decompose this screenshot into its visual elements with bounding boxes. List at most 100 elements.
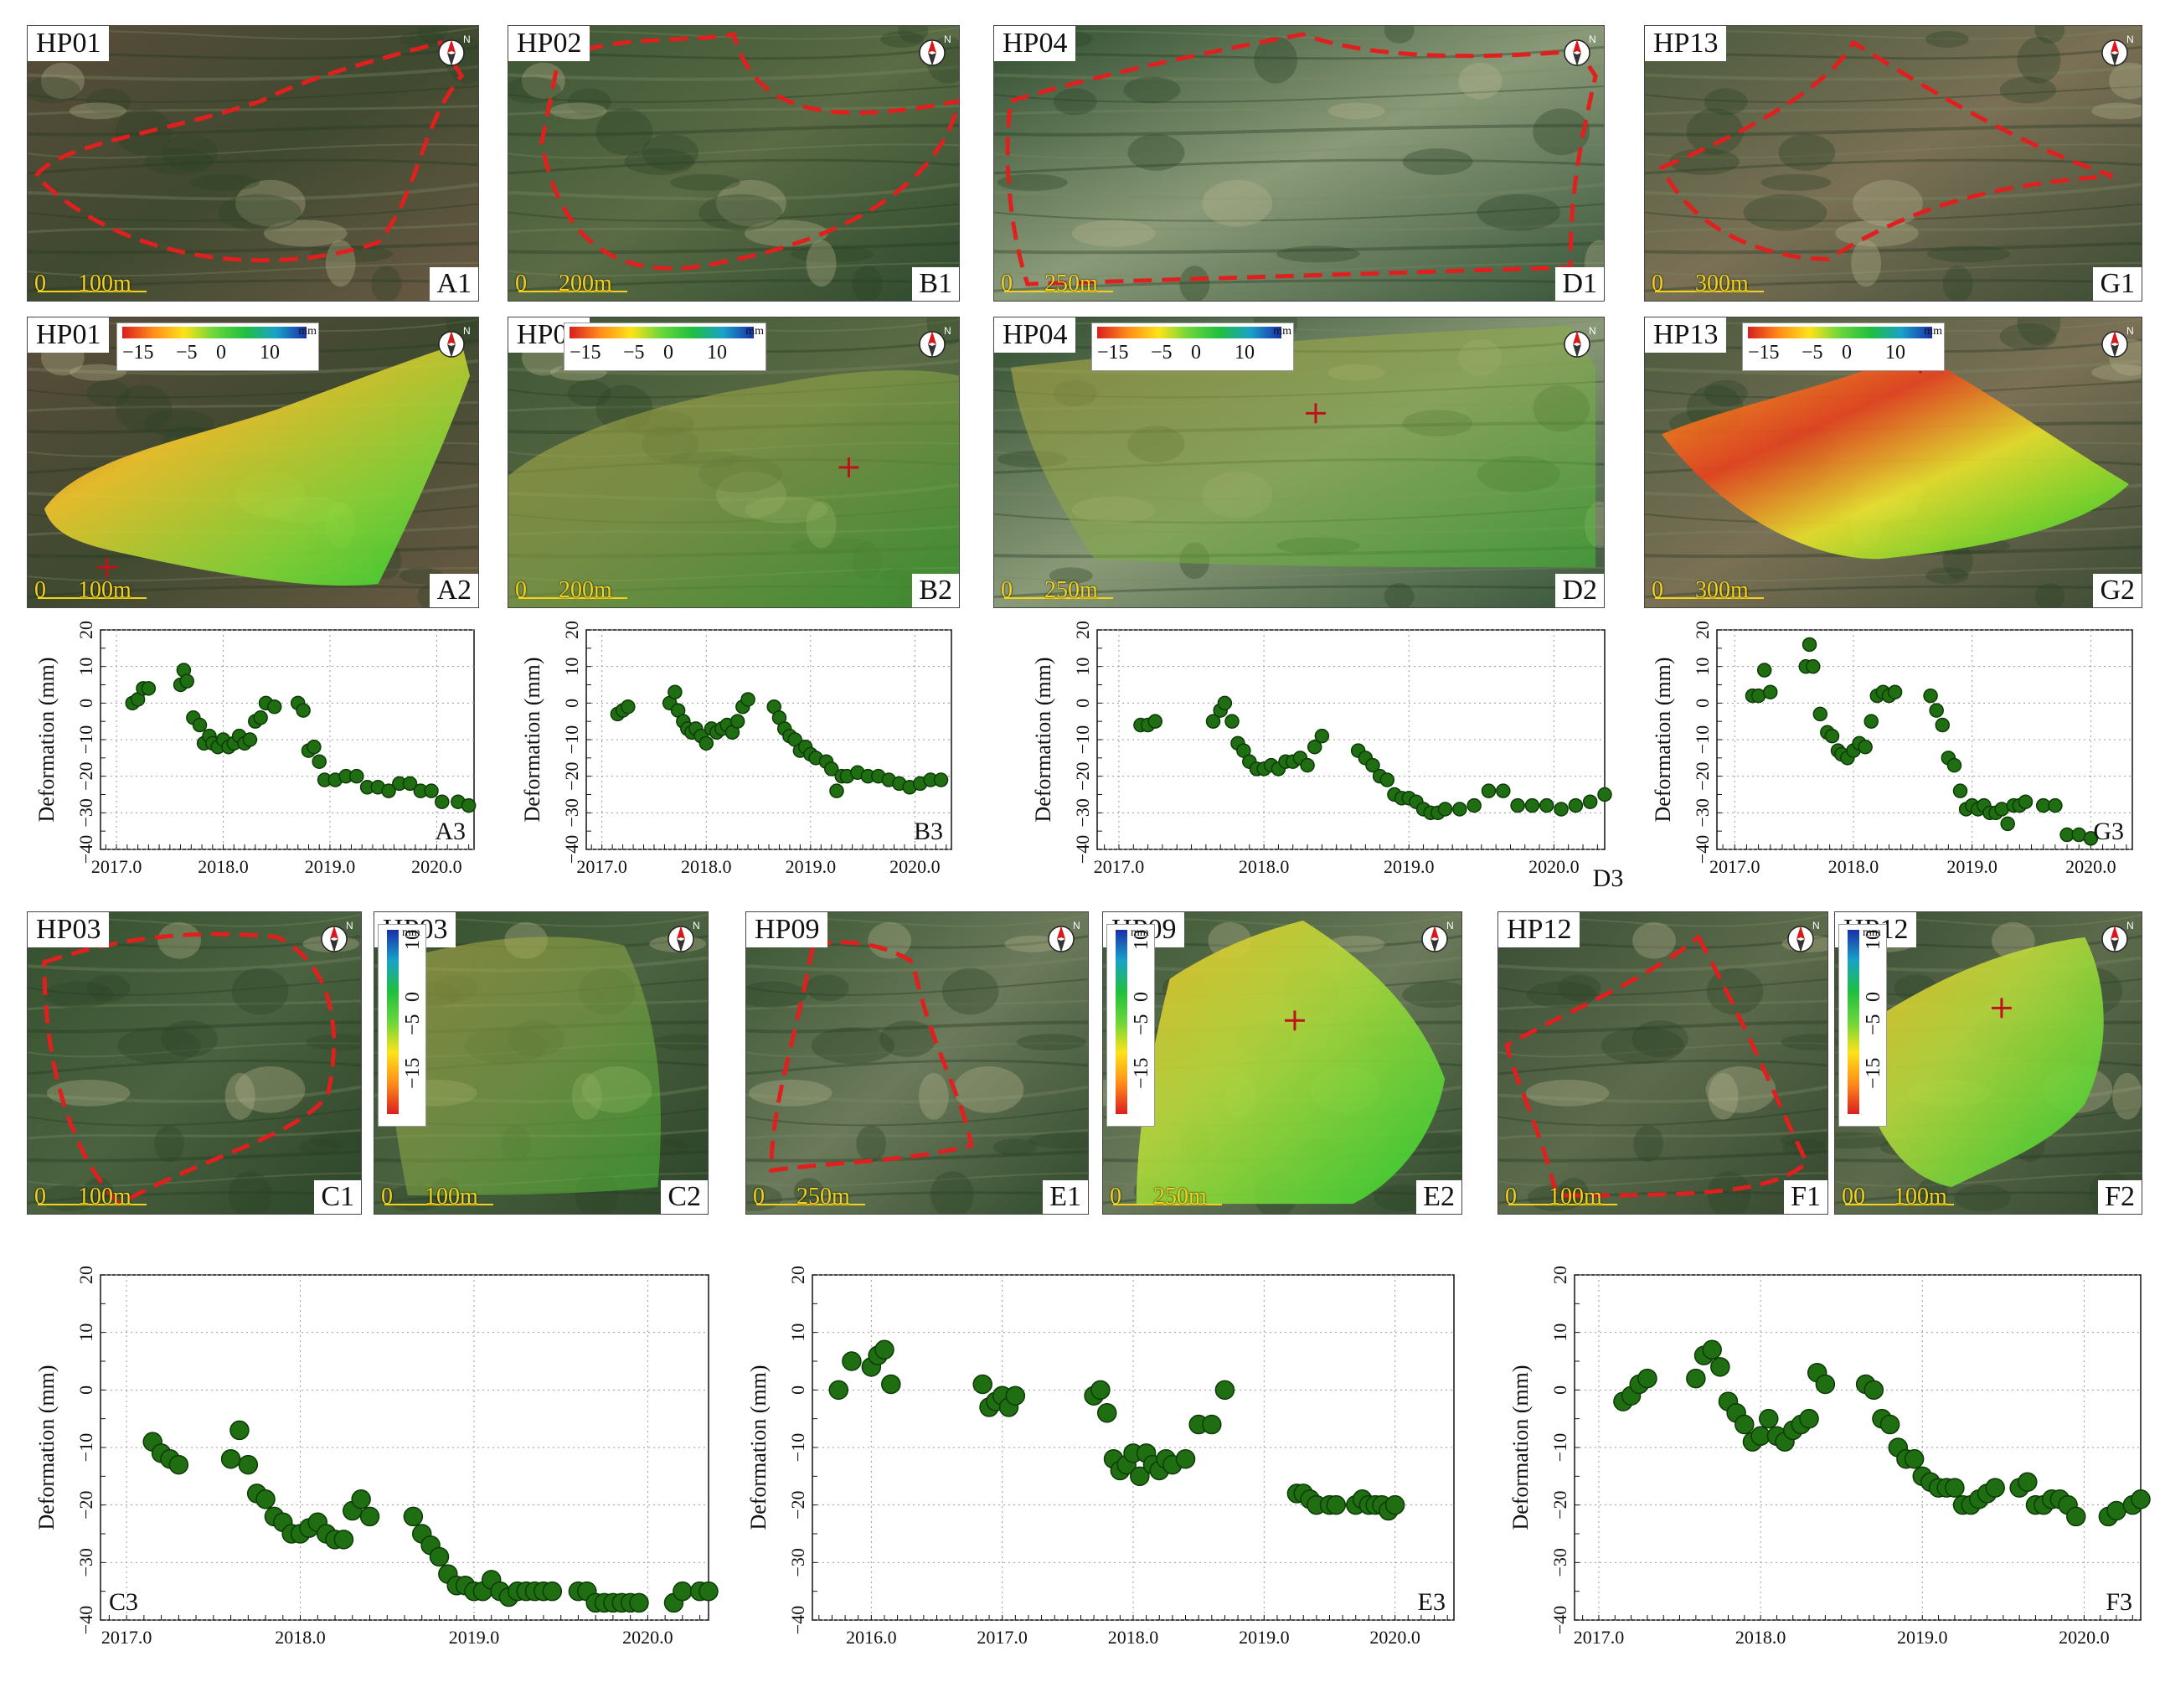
data-point: [296, 703, 311, 718]
terrain-ridge: [746, 1020, 1088, 1034]
y-tick-label: −20: [561, 761, 582, 790]
data-point: [312, 754, 327, 769]
svg-text:N: N: [2126, 34, 2134, 45]
imagery-G2: [1645, 317, 2142, 607]
terrain-ridge: [746, 1042, 1088, 1058]
data-point: [2018, 1472, 2038, 1492]
data-point: [429, 1546, 450, 1567]
terrain-ridge: [28, 279, 478, 292]
terrain-ridge: [28, 585, 478, 599]
terrain-ridge: [28, 158, 478, 175]
data-point: [253, 710, 268, 725]
data-point: [1452, 802, 1467, 817]
y-tick-label: −20: [787, 1490, 808, 1519]
chart-E3: 20 10 0 −10 −20 −30 −40 2016.0 2017.0 2018.0 2019.…: [729, 1265, 1466, 1667]
terrain-patch: [228, 1171, 272, 1214]
svg-text:N: N: [346, 920, 353, 931]
terrain-ridge: [746, 978, 1088, 996]
terrain-ridge: [746, 1059, 1088, 1076]
site-label: HP09: [746, 912, 828, 947]
terrain-patch: [1743, 194, 1827, 231]
north-arrow-icon: N: [431, 323, 472, 363]
colorbar-tick: −5: [623, 342, 645, 364]
data-point: [168, 1454, 189, 1475]
scale-bar: [1655, 291, 1764, 292]
chart-D3: 20 10 0 −10 −20 −30 −40 2017.0 2018.0 2019.0 2020.…: [1013, 620, 1623, 896]
terrain-ridge: [746, 1172, 1088, 1187]
terrain-patch: [656, 1132, 708, 1149]
y-tick-label: −40: [561, 835, 582, 864]
data-point: [1510, 797, 1525, 813]
panel-A1: HP01 A1 0 100m N: [27, 25, 479, 302]
y-tick-label: −10: [1692, 725, 1713, 754]
terrain-patch: [811, 1027, 895, 1064]
terrain-ridge: [28, 65, 478, 81]
terrain-patch: [1053, 88, 1097, 116]
terrain-ridge: [28, 1149, 361, 1163]
terrain-patch: [1633, 1125, 1663, 1163]
terrain-background: [28, 912, 361, 1214]
data-point: [381, 783, 396, 798]
colorbar-tick: 10: [707, 342, 727, 364]
terrain-ridge: [994, 158, 1604, 175]
panel-E1: HP09 E1 0 250m N: [745, 911, 1089, 1215]
scale-zero: 0: [381, 1184, 393, 1210]
scale-distance: 100m: [425, 1184, 478, 1210]
data-point: [1554, 802, 1569, 817]
north-arrow-icon: N: [1041, 917, 1081, 957]
scale-bar: [518, 597, 627, 599]
colorbar-tick: 10: [1885, 342, 1905, 364]
panel-id-label: A1: [430, 267, 478, 301]
colorbar-gradient: [570, 327, 754, 338]
data-point: [1524, 797, 1540, 813]
terrain-patch: [856, 1125, 887, 1163]
colorbar-gradient: [1097, 327, 1281, 338]
terrain-patch: [2091, 364, 2142, 381]
terrain-patch: [698, 194, 782, 231]
north-arrow-icon: N: [1781, 917, 1821, 957]
panel-id-label: C1: [314, 1180, 361, 1214]
colorbar-tick: −5: [1802, 342, 1823, 364]
y-tick-label: −10: [1072, 725, 1093, 754]
y-tick-label: 10: [1072, 658, 1093, 676]
data-point: [1175, 1448, 1196, 1469]
terrain-ridge: [1645, 203, 2142, 222]
y-tick-label: −30: [75, 798, 96, 827]
data-point: [629, 1592, 649, 1613]
terrain-patch: [263, 219, 348, 247]
terrain-background: [1645, 26, 2142, 301]
terrain-patch: [1179, 266, 1210, 301]
data-point: [1929, 703, 1944, 718]
scale-zero: 00: [1842, 1184, 1865, 1210]
terrain-patch: [1708, 1072, 1739, 1120]
site-label: HP03: [28, 912, 110, 947]
terrain-patch: [143, 410, 214, 437]
terrain-patch: [2017, 317, 2061, 345]
data-point: [1824, 728, 1840, 744]
y-tick-label: 10: [1549, 1324, 1570, 1342]
scale-zero: 0: [1001, 577, 1013, 603]
data-point: [1496, 783, 1511, 798]
terrain-patch: [399, 30, 444, 48]
colorbar-tick: −15: [1131, 1057, 1152, 1089]
terrain-ridge: [1645, 279, 2142, 292]
scale-bar: [756, 1204, 865, 1205]
data-point: [1759, 1408, 1779, 1429]
data-point: [435, 794, 450, 809]
terrain-patch: [40, 62, 85, 100]
colorbar-tick: −5: [1863, 1014, 1884, 1035]
terrain-patch: [115, 384, 173, 432]
data-point: [333, 1530, 354, 1550]
sample-point-star: [1284, 1010, 1305, 1031]
terrain-patch: [1254, 36, 1298, 84]
data-point: [359, 1506, 380, 1527]
deformation-field: [1661, 350, 2130, 560]
data-point: [1863, 1380, 1884, 1401]
y-tick-label: −40: [1692, 835, 1713, 864]
scale-bar: [1004, 291, 1113, 292]
chart-id-label: B3: [914, 818, 943, 845]
x-tick-label: 2018.0: [1735, 1627, 1786, 1648]
terrain-ridge: [994, 65, 1604, 81]
